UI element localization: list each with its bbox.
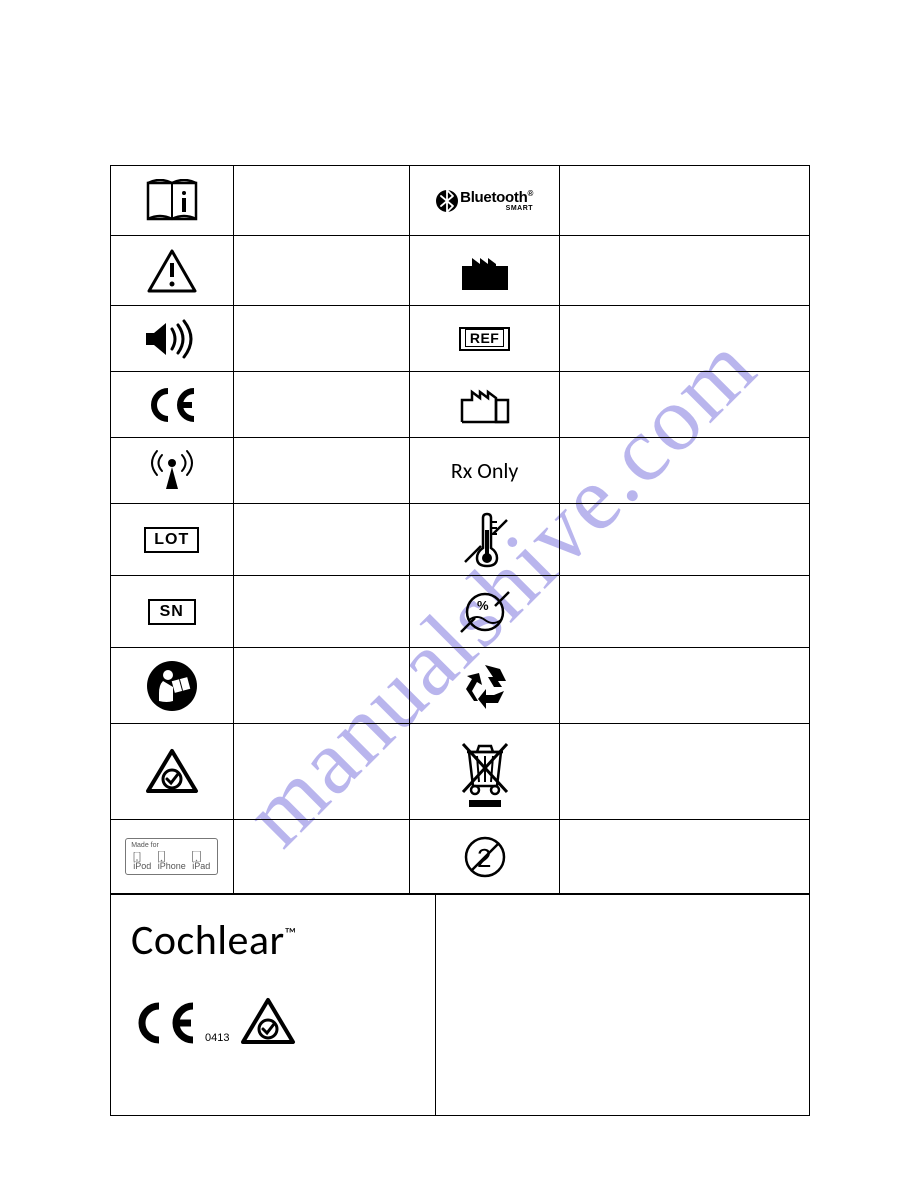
lot-icon: LOT: [111, 504, 233, 575]
brand-block: Cochlear™ 0413: [131, 915, 415, 1046]
rf-transmitter-icon: [111, 438, 233, 503]
ce-rcm-row: 0413: [131, 996, 415, 1046]
rcm-icon: [111, 724, 233, 819]
symbol-table: Bluetooth® SMART: [110, 165, 810, 894]
consult-manual-icon: [111, 166, 233, 235]
refer-manual-icon: [111, 648, 233, 723]
rx-only-icon: Rx Only: [410, 438, 559, 503]
table-row: [111, 724, 810, 820]
do-not-reuse-icon: 2: [410, 820, 559, 893]
table-row: Bluetooth® SMART: [111, 166, 810, 236]
ce-mark-icon: [131, 1000, 199, 1046]
symbol-table-container: Bluetooth® SMART: [110, 165, 810, 1116]
bluetooth-smart-label: SMART: [460, 205, 533, 212]
ref-icon: REF: [410, 306, 559, 371]
page: manualshive.com: [0, 0, 918, 1188]
table-row: Rx Only: [111, 438, 810, 504]
ce-number: 0413: [205, 1032, 229, 1044]
table-row: [111, 648, 810, 724]
svg-text:%: %: [477, 598, 489, 613]
bluetooth-smart-icon: Bluetooth® SMART: [410, 166, 559, 235]
brand-tm: ™: [285, 925, 297, 944]
table-row: [111, 372, 810, 438]
manufacturer-icon: [410, 236, 559, 305]
date-of-manufacture-icon: [410, 372, 559, 437]
table-row: SN %: [111, 576, 810, 648]
rcm-icon: [239, 996, 297, 1046]
temperature-limit-icon: [410, 504, 559, 575]
weee-icon: [410, 724, 559, 819]
speaker-icon: [111, 306, 233, 371]
table-row: [111, 236, 810, 306]
caution-icon: [111, 236, 233, 305]
brand-name: Cochlear: [131, 915, 285, 966]
ce-mark-icon: [111, 372, 233, 437]
table-row: REF: [111, 306, 810, 372]
made-for-apple-icon: Made for iPod iPhone iPad: [115, 824, 229, 889]
table-row: Cochlear™ 0413: [111, 895, 810, 1116]
table-row: Made for iPod iPhone iPad 2: [111, 820, 810, 894]
brand-table: Cochlear™ 0413: [110, 894, 810, 1116]
table-row: LOT: [111, 504, 810, 576]
recycle-icon: [410, 648, 559, 723]
sn-icon: SN: [111, 576, 233, 647]
bluetooth-label: Bluetooth: [460, 189, 527, 206]
humidity-limit-icon: %: [410, 576, 559, 647]
